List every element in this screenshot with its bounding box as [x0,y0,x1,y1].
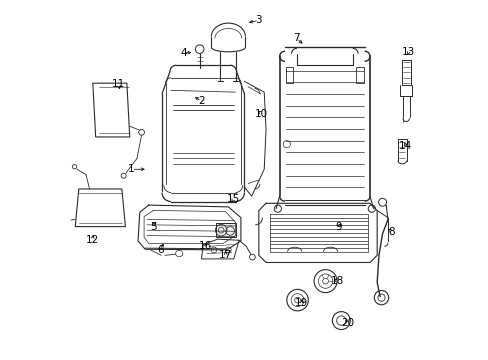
Text: 1: 1 [128,164,135,174]
Circle shape [286,289,308,311]
Text: 6: 6 [157,245,163,255]
Text: 16: 16 [198,241,211,251]
Text: 17: 17 [219,250,232,260]
Polygon shape [201,239,239,259]
Bar [356,67,363,83]
Text: 10: 10 [255,109,268,119]
Text: 18: 18 [330,276,344,286]
Text: 20: 20 [341,319,354,328]
Text: 15: 15 [226,194,240,204]
Text: 11: 11 [111,79,124,89]
Bar [215,223,235,237]
Text: 14: 14 [398,141,412,151]
Text: 7: 7 [293,33,299,43]
Text: 13: 13 [401,46,414,57]
Text: 12: 12 [85,235,99,245]
Text: 8: 8 [387,227,394,237]
Polygon shape [93,83,129,137]
Text: 19: 19 [295,298,308,308]
Circle shape [373,291,388,305]
Text: 3: 3 [255,15,262,26]
Text: 5: 5 [149,222,156,231]
Text: 9: 9 [334,222,341,231]
Bar [285,67,293,83]
Circle shape [332,312,349,329]
Polygon shape [75,189,125,226]
Text: 2: 2 [198,96,204,106]
Text: 4: 4 [180,48,186,58]
Circle shape [313,270,336,293]
